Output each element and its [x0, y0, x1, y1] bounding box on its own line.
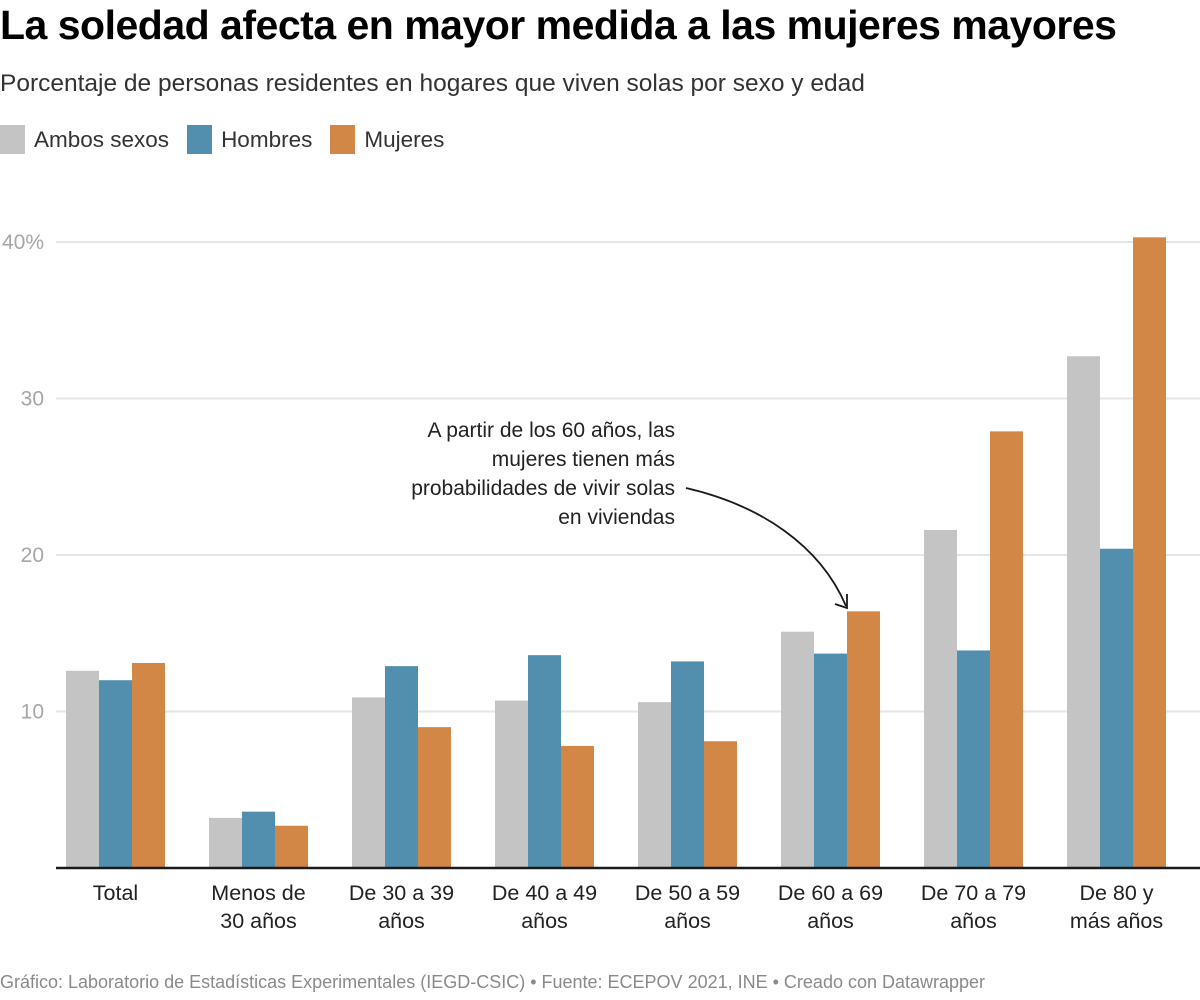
- annotation-arrow: [685, 487, 847, 607]
- chart-title: La soledad afecta en mayor medida a las …: [0, 2, 1117, 48]
- bar-hombres: [385, 666, 418, 868]
- y-tick-label: 30: [21, 388, 44, 411]
- bar-mujeres: [847, 611, 880, 868]
- bar-mujeres: [275, 825, 308, 868]
- y-tick-label: 20: [21, 544, 44, 567]
- x-tick-label: De 50 a 59 años: [635, 881, 740, 933]
- x-tick-label: Total: [93, 881, 138, 905]
- x-tick-label: De 70 a 79 años: [921, 881, 1026, 933]
- bar-mujeres: [704, 741, 737, 868]
- legend-label-ambos: Ambos sexos: [34, 126, 170, 152]
- bar-ambos-sexos: [924, 529, 957, 868]
- bar-mujeres: [132, 662, 165, 868]
- bar-ambos-sexos: [352, 697, 385, 868]
- y-axis-ticks: 10 20 30 40%: [2, 231, 44, 724]
- bar-hombres: [957, 650, 990, 868]
- bar-ambos-sexos: [638, 702, 671, 868]
- bar-ambos-sexos: [781, 631, 814, 868]
- footer-credits: Gráfico: Laboratorio de Estadísticas Exp…: [0, 972, 986, 992]
- legend-item-mujeres: Mujeres: [330, 125, 444, 154]
- annotation: A partir de los 60 años, las mujeres tien…: [411, 419, 848, 610]
- legend-swatch-mujeres: [330, 125, 356, 154]
- x-tick-label: De 40 a 49 años: [492, 881, 597, 933]
- bar-mujeres: [561, 745, 594, 868]
- y-tick-label: 40%: [2, 231, 44, 254]
- x-tick-label: De 30 a 39 años: [349, 881, 454, 933]
- legend-label-hombres: Hombres: [221, 126, 313, 152]
- bar-ambos-sexos: [1067, 356, 1100, 868]
- x-tick-label: De 80 y más años: [1070, 881, 1163, 933]
- bar-hombres: [1100, 548, 1133, 868]
- bar-hombres: [671, 661, 704, 868]
- bar-ambos-sexos: [209, 817, 242, 868]
- annotation-arrowhead-icon: [834, 594, 848, 610]
- bars: [66, 237, 1166, 868]
- bar-mujeres: [990, 431, 1023, 868]
- bar-mujeres: [1133, 237, 1166, 868]
- bar-hombres: [99, 680, 132, 868]
- bar-ambos-sexos: [66, 670, 99, 868]
- bar-mujeres: [418, 727, 451, 868]
- annotation-text: A partir de los 60 años, las mujeres tien…: [411, 419, 675, 529]
- y-tick-label: 10: [21, 701, 44, 724]
- chart-subtitle: Porcentaje de personas residentes en hog…: [0, 70, 865, 97]
- legend-item-hombres: Hombres: [187, 125, 312, 154]
- bar-hombres: [242, 811, 275, 868]
- legend-swatch-ambos: [0, 125, 25, 154]
- bar-hombres: [528, 655, 561, 868]
- legend-label-mujeres: Mujeres: [364, 126, 445, 152]
- x-axis-labels: Total Menos de 30 años De 30 a 39 años De 40 …: [93, 881, 1163, 933]
- legend-item-ambos: Ambos sexos: [0, 125, 169, 154]
- x-tick-label: De 60 a 69 años: [778, 881, 883, 933]
- bar-ambos-sexos: [495, 700, 528, 868]
- legend-swatch-hombres: [187, 125, 213, 154]
- legend: Ambos sexos Hombres Mujeres: [0, 125, 462, 154]
- x-tick-label: Menos de 30 años: [211, 881, 305, 933]
- bar-hombres: [814, 653, 847, 868]
